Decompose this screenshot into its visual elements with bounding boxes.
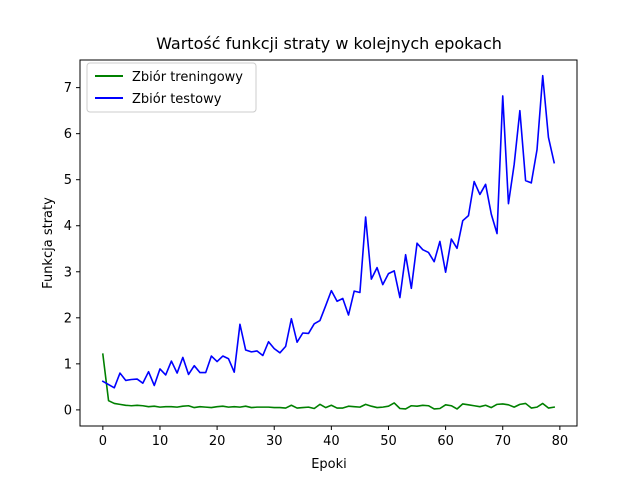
y-tick-label: 3 <box>64 265 72 280</box>
y-tick-label: 5 <box>64 173 72 188</box>
chart-title: Wartość funkcji straty w kolejnych epoka… <box>156 34 502 53</box>
x-tick-label: 30 <box>266 434 283 449</box>
y-tick-label: 4 <box>64 219 72 234</box>
y-tick-label: 2 <box>64 311 72 326</box>
x-tick-label: 10 <box>152 434 169 449</box>
series-layer <box>101 74 556 410</box>
x-tick-label: 60 <box>437 434 454 449</box>
y-axis-title: Funkcja straty <box>41 197 56 289</box>
series-line-test <box>101 74 556 389</box>
plot-area <box>79 59 578 427</box>
legend: Zbiór treningowy Zbiór testowy <box>86 62 257 113</box>
x-tick-label: 80 <box>552 434 569 449</box>
x-axis: 0 10 20 30 40 50 60 70 80 <box>99 426 568 449</box>
y-tick-label: 7 <box>64 81 72 96</box>
x-tick-label: 20 <box>209 434 226 449</box>
y-tick-label: 1 <box>64 357 72 372</box>
x-tick-label: 0 <box>99 434 107 449</box>
y-axis: 0 1 2 3 4 5 6 7 <box>64 81 80 418</box>
x-tick-label: 50 <box>380 434 397 449</box>
y-tick-label: 6 <box>64 127 72 142</box>
legend-box <box>86 62 257 113</box>
y-tick-label: 0 <box>64 403 72 418</box>
x-tick-label: 40 <box>323 434 340 449</box>
x-tick-label: 70 <box>494 434 511 449</box>
legend-label-training: Zbiór treningowy <box>132 70 243 85</box>
x-axis-title: Epoki <box>311 457 347 472</box>
legend-label-test: Zbiór testowy <box>132 92 222 107</box>
series-line-training <box>101 353 556 410</box>
